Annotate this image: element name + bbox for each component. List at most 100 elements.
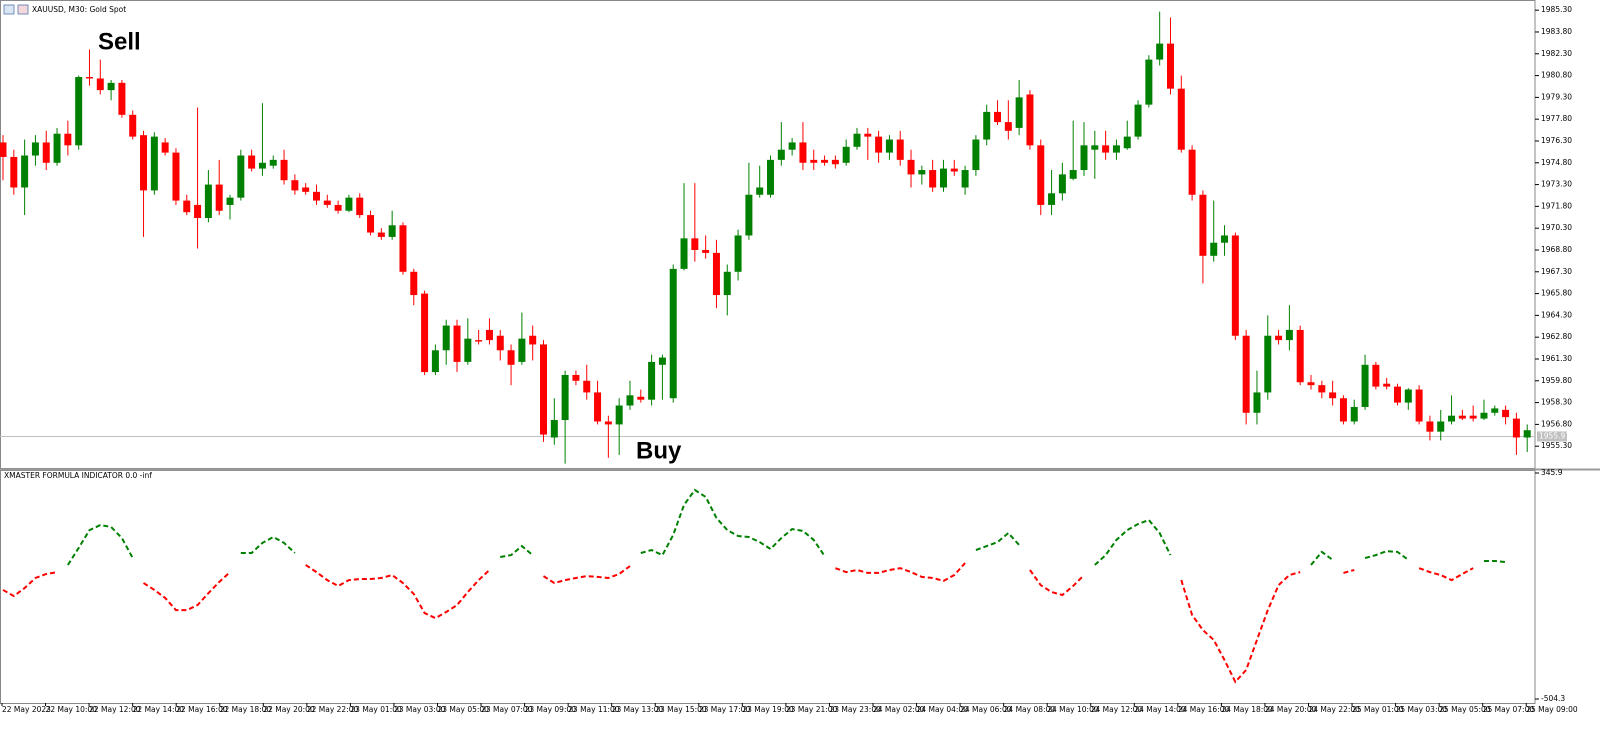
candle-body [615, 405, 623, 425]
x-tick-label: 22 May 20:00 [263, 705, 315, 714]
candle-body [302, 187, 310, 192]
candle-body [194, 204, 202, 219]
candle-body [356, 197, 364, 216]
candle-body [1361, 364, 1369, 407]
indicator-line [1418, 567, 1474, 582]
candle-body [756, 187, 764, 195]
current-price-box [1537, 431, 1567, 442]
candle-body [561, 374, 569, 421]
candle-body [1134, 104, 1142, 137]
candle-body [237, 155, 245, 198]
candle-body [280, 159, 288, 181]
candle-body [518, 338, 526, 362]
candle-body [1004, 122, 1012, 131]
candle-body [767, 159, 775, 195]
x-tick-label: 23 May 19:00 [742, 705, 794, 714]
x-tick-label: 23 May 21:00 [786, 705, 838, 714]
candle-body [1383, 383, 1391, 387]
candle-body [475, 340, 483, 342]
candle-body [550, 420, 558, 438]
candle-body [1523, 430, 1531, 438]
x-tick-label: 23 May 17:00 [699, 705, 751, 714]
x-tick-label: 23 May 23:00 [829, 705, 881, 714]
candle-body [929, 170, 937, 188]
candle-body [1491, 408, 1499, 413]
candle-body [161, 142, 169, 153]
x-tick-label: 22 May 14:00 [133, 705, 185, 714]
candle-body [248, 155, 256, 169]
candle-body [1264, 335, 1272, 393]
candle-body [637, 396, 645, 400]
candle-body [107, 82, 115, 91]
candle-body [723, 271, 731, 296]
y-tick-label: 1985.30 [1541, 5, 1572, 14]
candle-body [1372, 364, 1380, 387]
candle-body [680, 238, 688, 269]
candle-body [453, 325, 461, 362]
candle-body [496, 335, 504, 351]
candle-body [994, 111, 1002, 123]
indicator-line [305, 564, 491, 620]
x-tick-label: 23 May 09:00 [525, 705, 577, 714]
y-tick-label: 1967.30 [1541, 267, 1572, 276]
candle-body [1285, 329, 1293, 341]
candle-body [1393, 386, 1401, 403]
candle-body [75, 77, 83, 146]
x-tick-label: 23 May 11:00 [568, 705, 620, 714]
candle-body [788, 142, 796, 150]
candle-body [626, 395, 634, 406]
candle-body [1469, 415, 1477, 419]
current-price-label: 1955.97 [1539, 431, 1570, 440]
candle-body [734, 235, 742, 272]
x-tick-label: 24 May 02:00 [873, 705, 925, 714]
candle-body [1296, 329, 1304, 383]
candle-body [183, 200, 191, 213]
candle-body [1156, 43, 1164, 60]
x-tick-label: 24 May 16:00 [1178, 705, 1230, 714]
candle-body [712, 252, 720, 296]
candle-body [983, 111, 991, 140]
candle-body [1329, 392, 1337, 399]
candle-body [367, 215, 375, 233]
x-tick-label: 24 May 08:00 [1004, 705, 1056, 714]
candle-body [1253, 392, 1261, 413]
y-tick-label: 1983.80 [1541, 27, 1572, 36]
y-tick-label: 1959.80 [1541, 376, 1572, 385]
candle-body [691, 238, 699, 250]
x-tick-label: 22 May 2023 [2, 705, 51, 714]
candle-body [572, 374, 580, 381]
indicator-line [1094, 518, 1172, 566]
candle-body [529, 335, 537, 345]
candle-body [399, 225, 407, 272]
y-tick-label: 1962.80 [1541, 332, 1572, 341]
candle-body [323, 200, 331, 205]
y-tick-label: 1956.80 [1541, 419, 1572, 428]
indicator-line [142, 571, 231, 612]
candle-body [604, 421, 612, 425]
annotation: Buy [636, 437, 682, 464]
candle-body [150, 136, 158, 191]
indicator-line [542, 565, 631, 585]
y-tick-label: 1973.30 [1541, 180, 1572, 189]
candle-body [875, 136, 883, 153]
candle-body [540, 344, 547, 435]
y-tick-label: 1971.80 [1541, 201, 1572, 210]
candle-body [745, 194, 753, 236]
y-tick-label: 1974.80 [1541, 158, 1572, 167]
candle-body [810, 159, 818, 163]
indicator-line [1310, 550, 1334, 566]
icon [17, 4, 29, 15]
indicator-line [2, 571, 58, 598]
x-tick-label: 24 May 04:00 [917, 705, 969, 714]
candle-body [258, 162, 266, 169]
candle-body [1102, 145, 1110, 153]
candle-body [1437, 421, 1445, 432]
x-tick-label: 22 May 12:00 [89, 705, 141, 714]
candle-body [64, 133, 72, 146]
candle-body [1080, 145, 1088, 171]
candle-body [140, 135, 148, 191]
x-tick-label: 22 May 16:00 [176, 705, 228, 714]
candle-body [1458, 415, 1466, 419]
